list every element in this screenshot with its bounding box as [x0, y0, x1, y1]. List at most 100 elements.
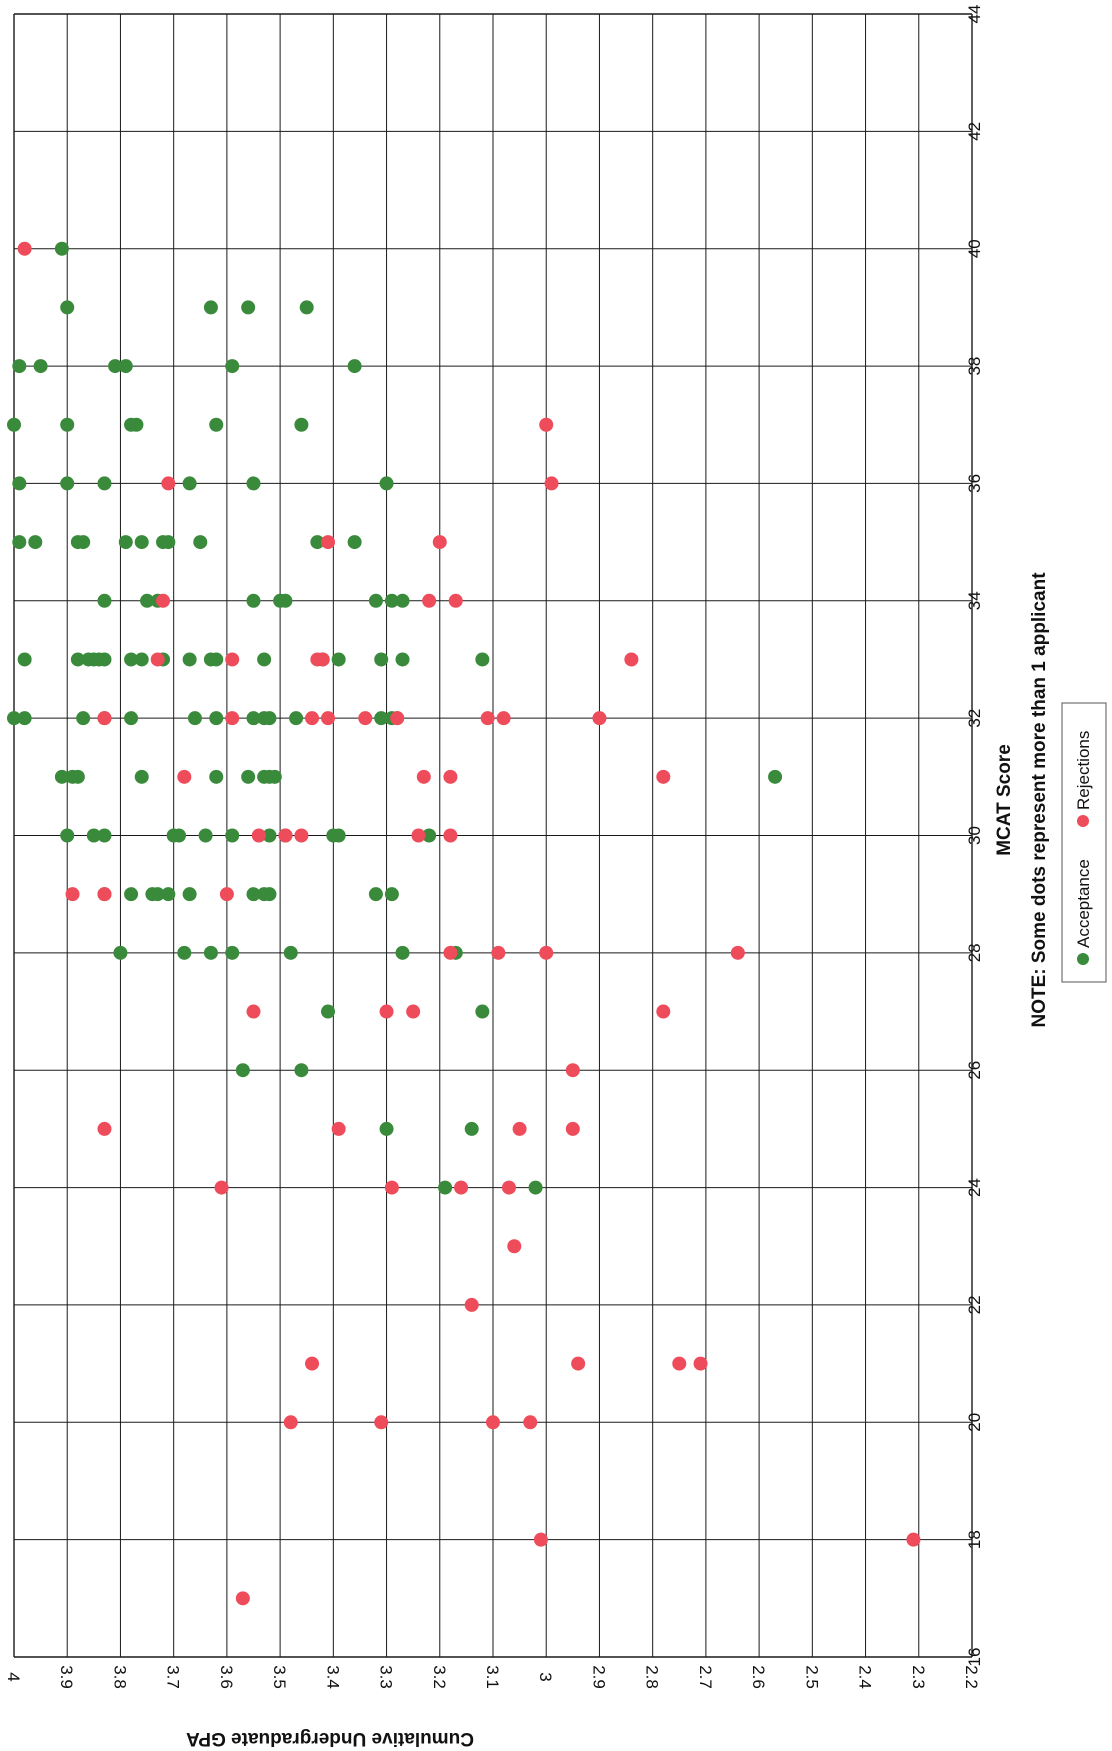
gpa-tick-labels: 4 3.9 3.8 3.7 3.6 3.5 3.4 3.3 3.2 3.1 3 2.9 2.8 2.7 2.… — [4, 1665, 981, 1689]
gpa-tick-label: 2.3 — [909, 1665, 928, 1689]
acceptance-point — [161, 887, 176, 902]
x-axis-label: MCAT Score — [994, 744, 1015, 856]
acceptance-point — [60, 476, 75, 491]
acceptance-point — [379, 476, 394, 491]
gpa-tick-label: 3.7 — [164, 1665, 183, 1689]
gpa-tick-label: 2.6 — [749, 1665, 768, 1689]
acceptance-point — [76, 711, 91, 726]
rejections-point — [390, 711, 405, 726]
acceptance-point — [395, 945, 410, 960]
gpa-tick-label: 3 — [536, 1672, 555, 1681]
acceptance-point — [246, 887, 261, 902]
acceptance-point — [70, 769, 85, 784]
acceptance-point — [289, 711, 304, 726]
acceptance-point — [97, 593, 112, 608]
acceptance-point — [33, 359, 48, 374]
chart-points — [7, 241, 921, 1606]
rejections-point — [384, 1180, 399, 1195]
acceptance-point — [12, 535, 27, 550]
acceptance-point — [118, 359, 133, 374]
acceptance-point — [384, 593, 399, 608]
acceptance-point — [150, 887, 165, 902]
rejections-point — [443, 769, 458, 784]
rejections-point — [97, 1121, 112, 1136]
acceptance-point — [278, 593, 293, 608]
legend-label-acceptance: Acceptance — [1074, 859, 1093, 948]
rejections-point — [177, 769, 192, 784]
rejections-point — [225, 711, 240, 726]
mcat-tick-label: 36 — [965, 474, 984, 493]
gpa-tick-label: 4 — [4, 1672, 23, 1681]
rejections-point — [97, 711, 112, 726]
acceptance-point — [347, 535, 362, 550]
mcat-tick-label: 42 — [965, 122, 984, 141]
gpa-tick-label: 3.4 — [323, 1665, 342, 1689]
acceptance-point — [262, 887, 277, 902]
rejections-point — [539, 945, 554, 960]
acceptance-point — [171, 828, 186, 843]
acceptance-point — [97, 828, 112, 843]
rejections-point — [214, 1180, 229, 1195]
rejections-point — [496, 711, 511, 726]
mcat-tick-label: 18 — [965, 1530, 984, 1549]
acceptance-point — [209, 652, 224, 667]
acceptance-point — [113, 945, 128, 960]
rejections-point — [486, 1415, 500, 1430]
rejections-point — [65, 887, 80, 902]
acceptance-point — [124, 652, 139, 667]
gpa-tick-label: 3.1 — [483, 1665, 502, 1689]
acceptance-point — [438, 1180, 453, 1195]
acceptance-point — [475, 1004, 490, 1019]
rejections-point — [406, 1004, 421, 1019]
rejections-point — [235, 1591, 250, 1606]
acceptance-point — [331, 652, 346, 667]
mcat-tick-label: 16 — [965, 1648, 984, 1667]
chart-grid — [13, 13, 973, 1658]
rejections-point — [379, 1004, 394, 1019]
acceptance-point — [54, 241, 69, 256]
acceptance-point — [395, 652, 410, 667]
acceptance-point — [241, 769, 256, 784]
rejections-point — [656, 769, 671, 784]
legend: Acceptance Rejections — [1061, 702, 1107, 983]
rejections-point — [321, 535, 336, 550]
acceptance-point — [374, 652, 389, 667]
rejections-point — [358, 711, 373, 726]
acceptance-point — [129, 417, 144, 432]
mcat-tick-labels: 16 18 20 22 24 26 28 30 32 34 36 38 40 42 44 — [965, 5, 984, 1667]
gpa-tick-label: 2.9 — [589, 1665, 608, 1689]
acceptance-point — [257, 652, 272, 667]
acceptance-point — [187, 711, 202, 726]
acceptance-point — [368, 887, 383, 902]
acceptance-point — [241, 300, 256, 315]
acceptance-point — [134, 652, 149, 667]
acceptance-point — [246, 476, 261, 491]
rejections-point — [251, 828, 266, 843]
rejections-point — [246, 1004, 261, 1019]
rejections-point — [565, 1063, 580, 1078]
rejections-point — [283, 1415, 298, 1430]
rejections-point — [315, 652, 330, 667]
rejections-point — [523, 1415, 538, 1430]
acceptance-point — [54, 769, 69, 784]
acceptance-point — [124, 711, 139, 726]
mcat-tick-label: 26 — [965, 1061, 984, 1080]
chart-note: NOTE: Some dots represent more than 1 ap… — [1029, 572, 1050, 1028]
legend-marker-rejections — [1077, 815, 1089, 827]
mcat-tick-label: 24 — [965, 1178, 984, 1197]
rejections-point — [672, 1356, 687, 1371]
rejections-point — [278, 828, 293, 843]
acceptance-point — [374, 711, 389, 726]
mcat-tick-label: 32 — [965, 709, 984, 728]
acceptance-point — [395, 593, 410, 608]
rejections-point — [305, 711, 320, 726]
gpa-tick-label: 2.4 — [856, 1665, 875, 1689]
acceptance-point — [60, 300, 75, 315]
acceptance-point — [124, 887, 139, 902]
acceptance-point — [76, 535, 91, 550]
acceptance-point — [246, 711, 261, 726]
mcat-tick-label: 34 — [965, 591, 984, 610]
gpa-tick-label: 3.8 — [110, 1665, 129, 1689]
y-axis-label: Cumulative Undergraduate GPA — [186, 1728, 474, 1749]
acceptance-point — [310, 535, 325, 550]
